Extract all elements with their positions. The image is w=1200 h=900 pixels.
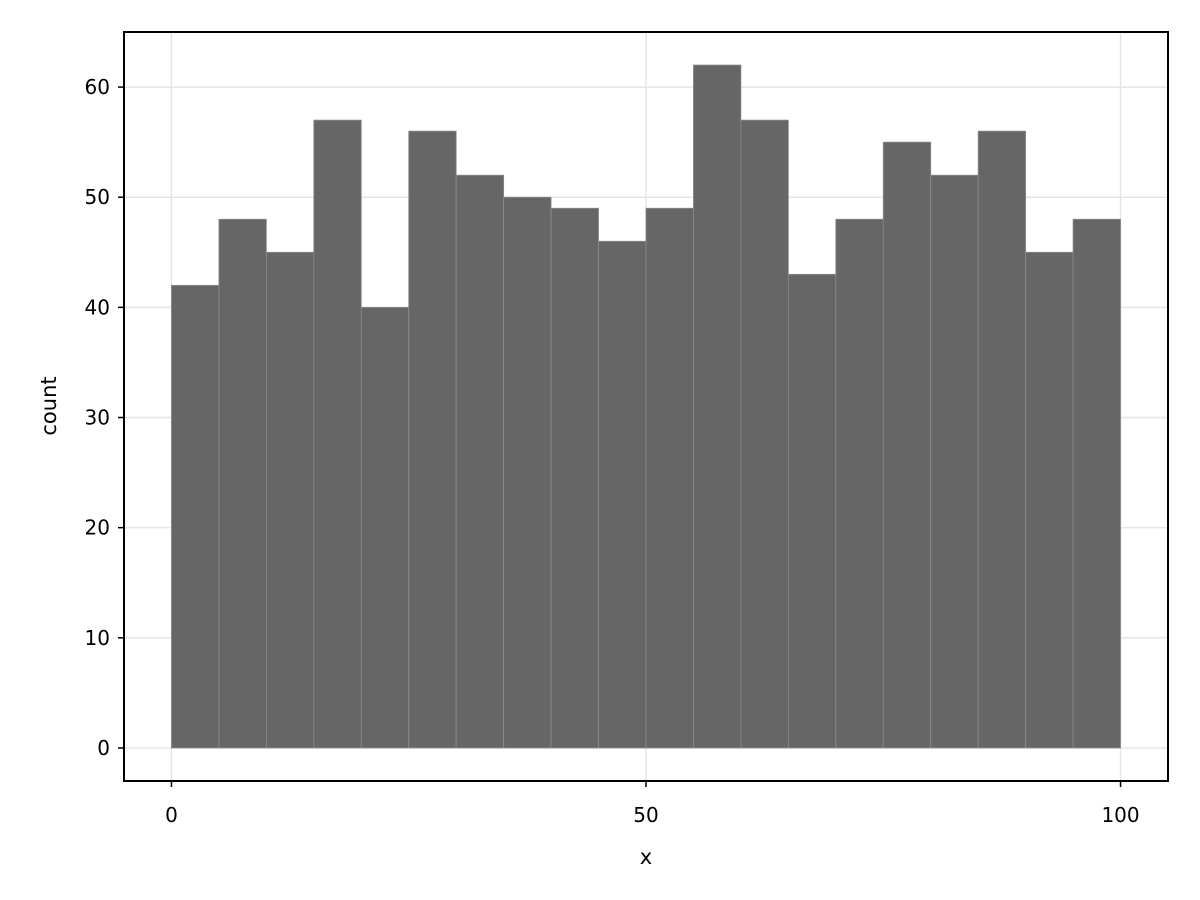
x-tick-label: 0 [165, 803, 178, 827]
y-tick-label: 60 [85, 75, 110, 99]
y-tick-label: 30 [85, 406, 110, 430]
histogram-bar [550, 207, 599, 749]
histogram-bar [503, 196, 552, 749]
y-tick-label: 40 [85, 295, 110, 319]
histogram-bar [835, 218, 884, 749]
y-tick-label: 0 [97, 736, 110, 760]
bars [171, 64, 1121, 749]
histogram-bar [455, 174, 505, 749]
histogram-bar [265, 251, 315, 749]
x-tick-label: 100 [1101, 803, 1139, 827]
y-axis-label: count [37, 376, 61, 435]
histogram-bar [930, 174, 979, 749]
ticks: 0 50 100 0 10 20 30 40 50 60 [85, 75, 1140, 827]
histogram-bar [360, 306, 410, 749]
y-tick-label: 10 [85, 626, 110, 650]
histogram-bar [1025, 251, 1074, 749]
histogram-bar [598, 240, 647, 749]
x-axis-label: x [640, 845, 652, 869]
histogram-bar [408, 130, 457, 749]
histogram-bar [740, 119, 789, 749]
histogram-bar [645, 207, 694, 749]
histogram-bar [977, 130, 1027, 749]
y-tick-label: 50 [85, 185, 110, 209]
histogram-bar [313, 119, 362, 749]
y-tick-label: 20 [85, 516, 110, 540]
histogram-bar [693, 64, 742, 749]
histogram-bar [882, 141, 932, 749]
histogram-bar [1072, 218, 1121, 749]
x-tick-label: 50 [633, 803, 658, 827]
histogram-bar [787, 273, 837, 749]
histogram-bar [171, 284, 220, 749]
histogram-bar [218, 218, 267, 749]
